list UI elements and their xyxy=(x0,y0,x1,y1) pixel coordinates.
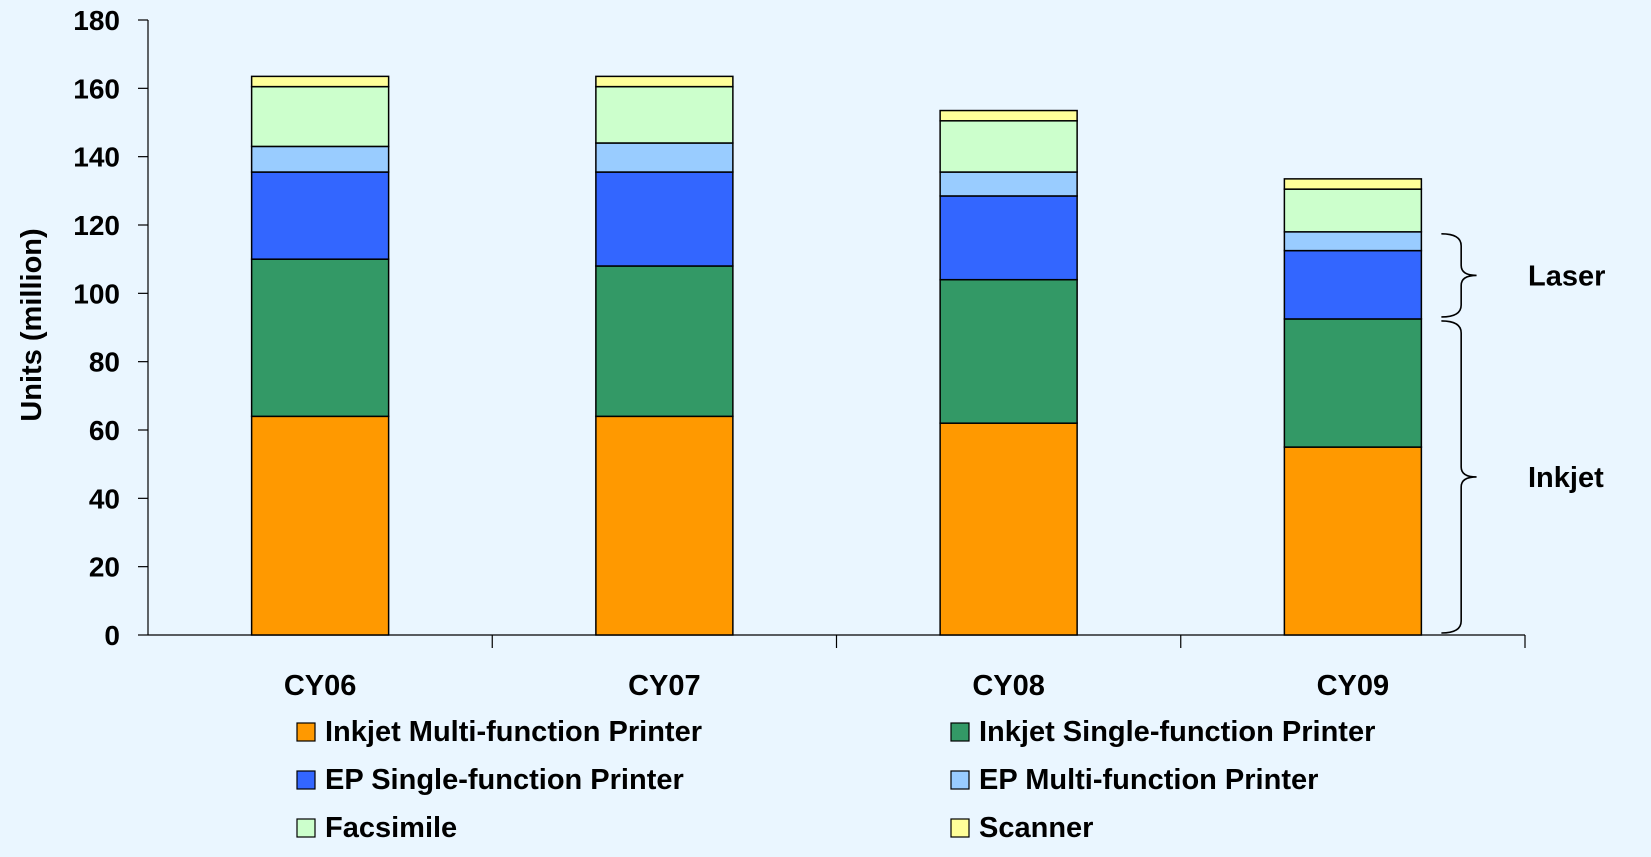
y-tick-label: 80 xyxy=(89,347,120,378)
bar-segment-cy09-series-1 xyxy=(1283,446,1423,636)
y-tick-label: 100 xyxy=(73,278,120,309)
x-tick-label-cy06: CY06 xyxy=(284,670,357,702)
brace-inkjet xyxy=(1441,320,1477,634)
bar-segment-cy06-series-1 xyxy=(250,415,390,636)
bar-segment-cy08-series-5 xyxy=(939,120,1078,173)
bar-segment-cy08-series-1 xyxy=(939,422,1078,636)
bar-segment-cy07-series-6 xyxy=(595,75,734,88)
bar-segment-cy08-series-3 xyxy=(939,195,1078,281)
legend-label-3: EP Single-function Printer xyxy=(325,764,684,796)
legend-swatch-6 xyxy=(950,818,970,838)
y-tick-label: 180 xyxy=(73,5,120,36)
legend-swatch-1 xyxy=(296,722,316,742)
legend-swatch-5 xyxy=(296,818,316,838)
bar-segment-cy07-series-1 xyxy=(595,415,734,636)
legend-label-4: EP Multi-function Printer xyxy=(979,764,1318,796)
bar-segment-cy08-series-2 xyxy=(939,278,1078,424)
y-tick-label: 0 xyxy=(104,620,120,651)
y-tick-label: 160 xyxy=(73,73,120,104)
y-tick-label: 60 xyxy=(89,415,120,446)
y-tick-label: 140 xyxy=(73,142,120,173)
bar-segment-cy08-series-4 xyxy=(939,171,1078,197)
legend-label-6: Scanner xyxy=(979,812,1093,844)
legend-swatch-2 xyxy=(950,722,970,742)
y-tick-label: 20 xyxy=(89,552,120,583)
y-tick-label: 40 xyxy=(89,483,120,514)
bar-segment-cy06-series-5 xyxy=(250,85,390,148)
bar-segment-cy09-series-2 xyxy=(1283,318,1423,448)
legend-label-1: Inkjet Multi-function Printer xyxy=(325,716,702,748)
brace-laser xyxy=(1441,233,1477,318)
bar-segment-cy09-series-5 xyxy=(1283,188,1423,233)
y-axis-label: Units (million) xyxy=(16,228,48,421)
bar-segment-cy06-series-2 xyxy=(250,258,390,418)
bar-segment-cy06-series-6 xyxy=(250,75,390,88)
bar-segment-cy07-series-4 xyxy=(595,142,734,173)
bar-segment-cy07-series-2 xyxy=(595,265,734,418)
y-tick-label: 120 xyxy=(73,210,120,241)
bar-segment-cy09-series-3 xyxy=(1283,249,1423,320)
bar-segment-cy09-series-6 xyxy=(1283,178,1423,190)
legend-label-2: Inkjet Single-function Printer xyxy=(979,716,1375,748)
annotation-label-inkjet: Inkjet xyxy=(1528,462,1604,494)
bar-segment-cy09-series-4 xyxy=(1283,231,1423,252)
x-tick-label-cy07: CY07 xyxy=(628,670,701,702)
legend-swatch-3 xyxy=(296,770,316,790)
legend-swatch-4 xyxy=(950,770,970,790)
bar-segment-cy06-series-4 xyxy=(250,145,390,173)
bar-segment-cy08-series-6 xyxy=(939,109,1078,122)
x-tick-label-cy09: CY09 xyxy=(1317,670,1390,702)
bar-segment-cy07-series-5 xyxy=(595,85,734,144)
bar-segment-cy06-series-3 xyxy=(250,171,390,260)
annotation-label-laser: Laser xyxy=(1528,260,1605,292)
legend-label-5: Facsimile xyxy=(325,812,457,844)
bar-segment-cy07-series-3 xyxy=(595,171,734,267)
x-tick-label-cy08: CY08 xyxy=(972,670,1045,702)
